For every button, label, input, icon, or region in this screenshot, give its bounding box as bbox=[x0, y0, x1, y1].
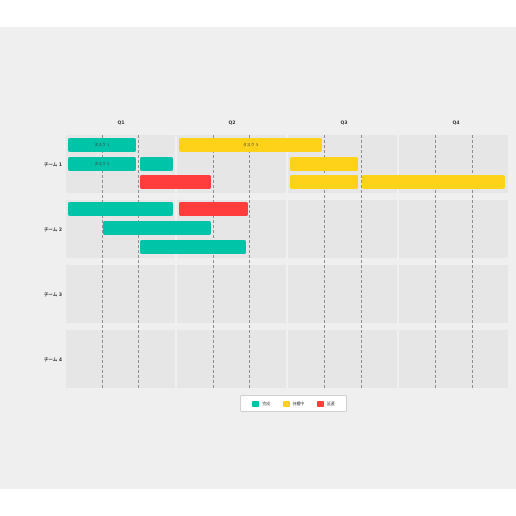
task-bar[interactable] bbox=[362, 175, 505, 189]
month-gridline bbox=[138, 135, 139, 388]
task-bar[interactable] bbox=[290, 175, 358, 189]
quarter-label-q2: Q2 bbox=[228, 121, 236, 126]
timeline-canvas bbox=[0, 27, 516, 489]
legend-item-in-progress: 持續中 bbox=[282, 400, 305, 407]
month-gridline bbox=[249, 135, 250, 388]
legend: 完成 持續中 延遲 bbox=[240, 395, 347, 412]
quarter-divider bbox=[286, 135, 288, 388]
quarter-label-q4: Q4 bbox=[452, 121, 460, 126]
task-bar[interactable] bbox=[68, 202, 173, 216]
task-bar[interactable] bbox=[290, 157, 358, 171]
month-gridline bbox=[435, 135, 436, 388]
quarter-divider bbox=[175, 135, 177, 388]
task-bar[interactable]: タスク 2 bbox=[68, 157, 136, 171]
task-bar[interactable] bbox=[140, 157, 173, 171]
team-label-1: チーム 1 bbox=[43, 163, 62, 168]
legend-swatch-in-progress bbox=[282, 400, 290, 407]
task-bar[interactable] bbox=[179, 202, 248, 216]
legend-item-delayed: 延遲 bbox=[316, 400, 335, 407]
legend-label-delayed: 延遲 bbox=[326, 400, 335, 406]
legend-item-complete: 完成 bbox=[252, 400, 270, 407]
month-gridline bbox=[102, 135, 103, 388]
task-bar[interactable] bbox=[103, 221, 211, 235]
task-bar[interactable] bbox=[140, 175, 211, 189]
legend-label-complete: 完成 bbox=[262, 400, 270, 406]
task-bar[interactable] bbox=[140, 240, 246, 254]
legend-swatch-complete bbox=[252, 400, 260, 407]
month-gridline bbox=[324, 135, 325, 388]
team-label-3: チーム 3 bbox=[43, 293, 62, 298]
month-gridline bbox=[213, 135, 214, 388]
task-bar[interactable]: タスク 3 bbox=[179, 138, 322, 152]
team-label-2: チーム 2 bbox=[43, 228, 62, 233]
task-bar[interactable]: タスク 1 bbox=[68, 138, 136, 152]
quarter-label-q3: Q3 bbox=[340, 121, 348, 126]
legend-swatch-delayed bbox=[316, 400, 324, 407]
legend-label-in-progress: 持續中 bbox=[292, 400, 305, 406]
team-label-4: チーム 4 bbox=[43, 358, 62, 363]
quarter-divider bbox=[397, 135, 399, 388]
month-gridline bbox=[361, 135, 362, 388]
month-gridline bbox=[472, 135, 473, 388]
quarter-label-q1: Q1 bbox=[117, 121, 125, 126]
